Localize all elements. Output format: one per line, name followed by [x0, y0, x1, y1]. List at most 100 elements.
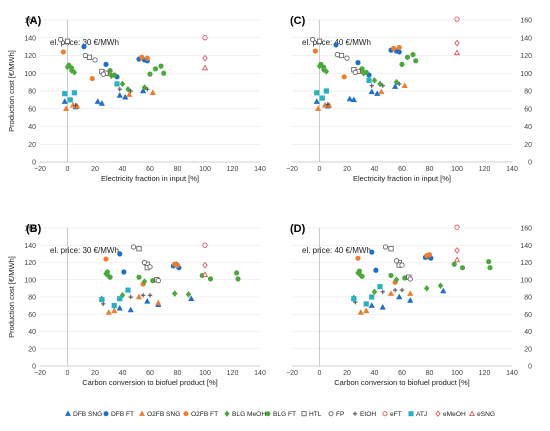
point-o2fb-ft: [426, 252, 433, 258]
legend-label: eMeOH: [443, 411, 466, 418]
point-dfb-sng: [346, 95, 353, 102]
point-blg-ft: [356, 268, 362, 274]
point-emeoh: [202, 54, 208, 62]
y-tick-label: 100: [24, 71, 36, 78]
x-tick-label: 20: [343, 166, 351, 173]
point-blg-ft: [104, 269, 110, 275]
x-tick-label: −20: [34, 166, 46, 173]
price-annotation: el. price: 40 €/MWh: [302, 246, 371, 255]
point-o2fb-sng: [363, 307, 370, 314]
y-tick-label: 120: [24, 260, 36, 267]
point-blg-ft: [136, 274, 142, 280]
point-etoh: [128, 294, 133, 300]
panel-d: −20 0 20 40 60 80 100 120 140 0 20 40 60 80 100 120 140 1…: [286, 223, 532, 387]
series-o2fb-sng: [357, 290, 414, 315]
point-blg-ft: [107, 67, 113, 74]
x-tick-label: 120: [227, 166, 239, 173]
point-htl: [338, 52, 345, 59]
point-o2fb-ft: [396, 44, 402, 51]
point-esng: [201, 64, 209, 71]
point-atj: [125, 287, 131, 293]
x-tick-label: 120: [479, 370, 491, 377]
point-htl: [136, 246, 142, 252]
legend-item-atj: ATJ: [408, 411, 427, 418]
legend-marker-eft: [382, 411, 388, 417]
legend-item-dfb-sng: DFB SNG: [65, 410, 102, 418]
legend-marker-dfb-sng: [65, 410, 71, 416]
point-atj: [62, 91, 68, 97]
point-fp: [141, 259, 148, 266]
point-blg-ft: [399, 61, 405, 67]
legend-label: eFT: [390, 411, 402, 418]
y-tick-label: 0: [528, 364, 532, 371]
y-tick-label: 0: [528, 160, 532, 167]
y-tick-label: 60: [28, 106, 36, 113]
series-o2fb-sng: [105, 293, 162, 315]
point-blg-meoh: [185, 291, 192, 298]
point-blg-ft: [459, 265, 466, 271]
point-o2fb-ft: [89, 75, 95, 82]
point-blg-ft: [410, 52, 416, 58]
legend: DFB SNG DFB FT O2FB SNG O2FB FT BLG MeOH BLG …: [65, 410, 495, 418]
point-blg-ft: [152, 66, 159, 72]
point-dfb-ft: [121, 269, 127, 275]
point-o2fb-sng: [378, 88, 385, 95]
point-fp: [393, 258, 400, 264]
point-etoh: [325, 102, 330, 107]
series-esng: [453, 256, 461, 263]
point-blg-ft: [487, 265, 493, 271]
legend-item-blg-ft: BLG FT: [265, 411, 296, 418]
point-atj: [319, 95, 325, 101]
point-atj: [99, 296, 105, 303]
x-tick-label: 0: [318, 166, 322, 173]
legend-marker-blg-meoh: [224, 410, 230, 417]
point-fp: [352, 69, 358, 75]
series-etoh: [73, 87, 150, 108]
point-esng: [201, 271, 209, 277]
point-o2fb-sng: [401, 82, 408, 88]
legend-item-dfb-ft: DFB FT: [103, 411, 134, 418]
y-tick-label: 140: [520, 35, 532, 42]
point-blg-ft: [107, 274, 113, 280]
point-o2fb-ft: [103, 256, 109, 262]
series-fp: [130, 244, 161, 284]
series-o2fb-sng: [315, 82, 408, 112]
point-blg-meoh: [371, 77, 378, 84]
point-htl: [388, 246, 394, 252]
legend-marker-esng: [469, 410, 475, 416]
x-tick-label: 0: [66, 166, 70, 173]
legend-item-eft: eFT: [382, 411, 402, 418]
point-etoh: [73, 103, 78, 108]
legend-item-o2fb-ft: O2FB FT: [183, 411, 218, 418]
x-tick-label: −20: [286, 370, 298, 377]
point-dfb-sng: [140, 87, 147, 94]
legend-label: ATJ: [416, 411, 427, 418]
y-axis-title: Production cost [€/MWh]: [7, 256, 16, 338]
point-dfb-sng: [116, 304, 123, 311]
panel-b: −20 0 20 40 60 80 100 120 1400204060801001201401…: [7, 223, 266, 387]
y-tick-label: 80: [28, 295, 36, 302]
x-tick-label: 100: [451, 370, 463, 377]
point-etoh: [128, 88, 133, 94]
series-blg-ft: [104, 269, 241, 284]
legend-label: eSNG: [477, 411, 495, 418]
price-annotation: el. price: 30 €/MWh: [50, 38, 119, 47]
point-dfb-sng: [440, 287, 447, 294]
point-o2fb-sng: [149, 89, 156, 96]
point-blg-meoh: [371, 288, 378, 296]
y-axis-title: Production cost [€/MWh]: [7, 50, 16, 132]
series-atj: [62, 81, 120, 103]
x-tick-label: 40: [119, 166, 127, 173]
legend-marker-blg-ft: [265, 411, 271, 417]
y-tick-label: 140: [520, 243, 532, 250]
series-eft: [454, 16, 460, 22]
point-dfb-ft: [355, 59, 361, 66]
series-emeoh: [202, 261, 208, 269]
point-emeoh: [454, 247, 460, 254]
y-tick-label: 100: [24, 277, 36, 284]
series-esng: [453, 49, 461, 56]
point-atj: [323, 88, 329, 94]
point-dfb-sng: [374, 90, 381, 96]
series-blg-meoh: [316, 62, 400, 88]
price-annotation: el. price: 30 €/MWh: [50, 246, 119, 255]
